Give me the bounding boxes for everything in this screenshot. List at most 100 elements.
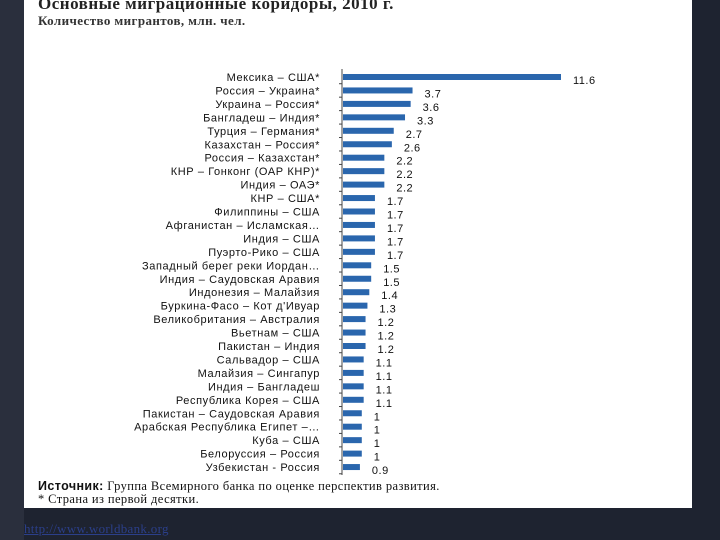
value-label: 1.5 — [383, 263, 400, 275]
bar — [343, 154, 385, 161]
value-label: 2.6 — [404, 142, 421, 154]
category-label: Буркина-Фасо – Кот д'Ивуар — [161, 301, 320, 313]
value-label: 3.7 — [425, 88, 442, 100]
value-label: 2.2 — [396, 169, 413, 181]
category-label: Бангладеш – Индия* — [203, 112, 320, 124]
footnote: * Страна из первой десятки. — [38, 492, 200, 506]
bar — [343, 221, 375, 228]
category-label: Индия – ОАЭ* — [240, 180, 320, 192]
bar — [343, 464, 360, 471]
bar — [343, 423, 362, 430]
bar — [343, 127, 394, 134]
value-label: 1.1 — [376, 398, 393, 410]
value-label: 1.7 — [387, 236, 404, 248]
category-label: Индия – Саудовская Аравия — [160, 274, 320, 286]
value-label: 1.4 — [381, 290, 398, 302]
value-label: 1.7 — [387, 196, 404, 208]
source-prefix: Источник: — [38, 479, 104, 493]
value-label: 1.3 — [379, 304, 396, 316]
value-label: 1.2 — [378, 331, 395, 343]
bar — [343, 195, 375, 202]
category-label: Мексика – США* — [227, 72, 321, 84]
category-label: Казахстан – Россия* — [204, 139, 320, 151]
value-label: 2.2 — [396, 183, 413, 195]
value-label: 1.1 — [376, 357, 393, 369]
source-text: Группа Всемирного банка по оценке перспе… — [103, 479, 440, 493]
category-label: Белоруссия – Россия — [200, 449, 320, 461]
value-label: 11.6 — [573, 75, 596, 87]
category-label: Великобритания – Австралия — [153, 314, 320, 326]
bar — [343, 410, 362, 417]
value-label: 1.7 — [387, 250, 404, 262]
value-label: 1 — [374, 411, 381, 423]
category-label: Афганистан – Исламская… — [166, 220, 320, 232]
value-label: 1.2 — [378, 344, 395, 356]
category-label: Пакистан – Индия — [218, 341, 320, 353]
category-label: Малайзия – Сингапур — [198, 368, 320, 380]
value-label: 1.2 — [378, 317, 395, 329]
category-label: Филиппины – США — [214, 207, 320, 219]
bar — [343, 181, 385, 188]
bar — [343, 235, 375, 242]
value-label: 1.5 — [383, 277, 400, 289]
bar — [343, 168, 385, 175]
bar — [343, 450, 362, 457]
chart-title: Основные миграционные коридоры, 2010 г. — [38, 0, 394, 13]
value-label: 1 — [374, 438, 381, 450]
value-label: 1.1 — [376, 384, 393, 396]
bar — [343, 74, 561, 80]
bar — [343, 87, 413, 94]
bar — [343, 383, 364, 390]
bar — [343, 114, 406, 121]
left-frame-strip — [0, 0, 24, 540]
value-label: 1.1 — [376, 371, 393, 383]
bar — [343, 262, 372, 269]
bar — [343, 141, 392, 148]
category-label: Турция – Германия* — [207, 126, 320, 138]
bar — [343, 248, 375, 255]
value-label: 2.2 — [396, 156, 413, 168]
bar-chart: Мексика – США* 11.6 Россия – Украина* 3.7 Ук… — [134, 69, 596, 477]
value-label: 1.7 — [387, 223, 404, 235]
source-note: Источник: Группа Всемирного банка по оце… — [38, 479, 440, 494]
bar — [343, 100, 411, 107]
category-label: Куба – США — [252, 435, 320, 447]
value-label: 0.9 — [372, 465, 389, 477]
category-label: Арабская Республика Египет –… — [134, 422, 320, 434]
category-label: Республика Корея – США — [176, 395, 320, 407]
category-label: КНР – США* — [250, 193, 320, 205]
category-label: Индонезия – Малайзия — [189, 287, 320, 299]
value-label: 2.7 — [406, 129, 423, 141]
bar — [343, 289, 370, 296]
category-label: Индия – США — [243, 233, 320, 245]
bar — [343, 208, 375, 215]
worldbank-link[interactable]: http://www.worldbank.org — [24, 521, 169, 536]
bar — [343, 437, 362, 444]
bar — [343, 356, 364, 363]
bar — [343, 343, 366, 349]
category-label: КНР – Гонконг (ОАР КНР)* — [171, 166, 320, 178]
category-label: Сальвадор – США — [217, 354, 320, 366]
category-label: Индия – Бангладеш — [208, 381, 320, 393]
category-label: Россия – Казахстан* — [204, 153, 320, 165]
value-label: 1 — [374, 452, 381, 464]
category-label: Узбекистан - Россия — [206, 462, 320, 474]
chart-subtitle: Количество мигрантов, млн. чел. — [38, 13, 246, 28]
value-label: 1 — [374, 425, 381, 437]
bar — [343, 302, 368, 309]
bar — [343, 316, 366, 323]
bar — [343, 329, 366, 336]
value-label: 1.7 — [387, 210, 404, 222]
category-label: Пуэрто-Рико – США — [208, 247, 320, 259]
category-label: Западный берег реки Иордан… — [142, 260, 320, 272]
category-label: Вьетнам – США — [231, 328, 320, 340]
value-label: 3.3 — [417, 115, 434, 127]
bar — [343, 396, 364, 403]
category-label: Россия – Украина* — [215, 85, 320, 97]
slide: Основные миграционные коридоры, 2010 г. … — [24, 0, 692, 508]
bar — [343, 275, 372, 282]
value-label: 3.6 — [423, 102, 440, 114]
category-label: Украина – Россия* — [215, 99, 320, 111]
bar — [343, 369, 364, 376]
category-label: Пакистан – Саудовская Аравия — [143, 408, 320, 420]
